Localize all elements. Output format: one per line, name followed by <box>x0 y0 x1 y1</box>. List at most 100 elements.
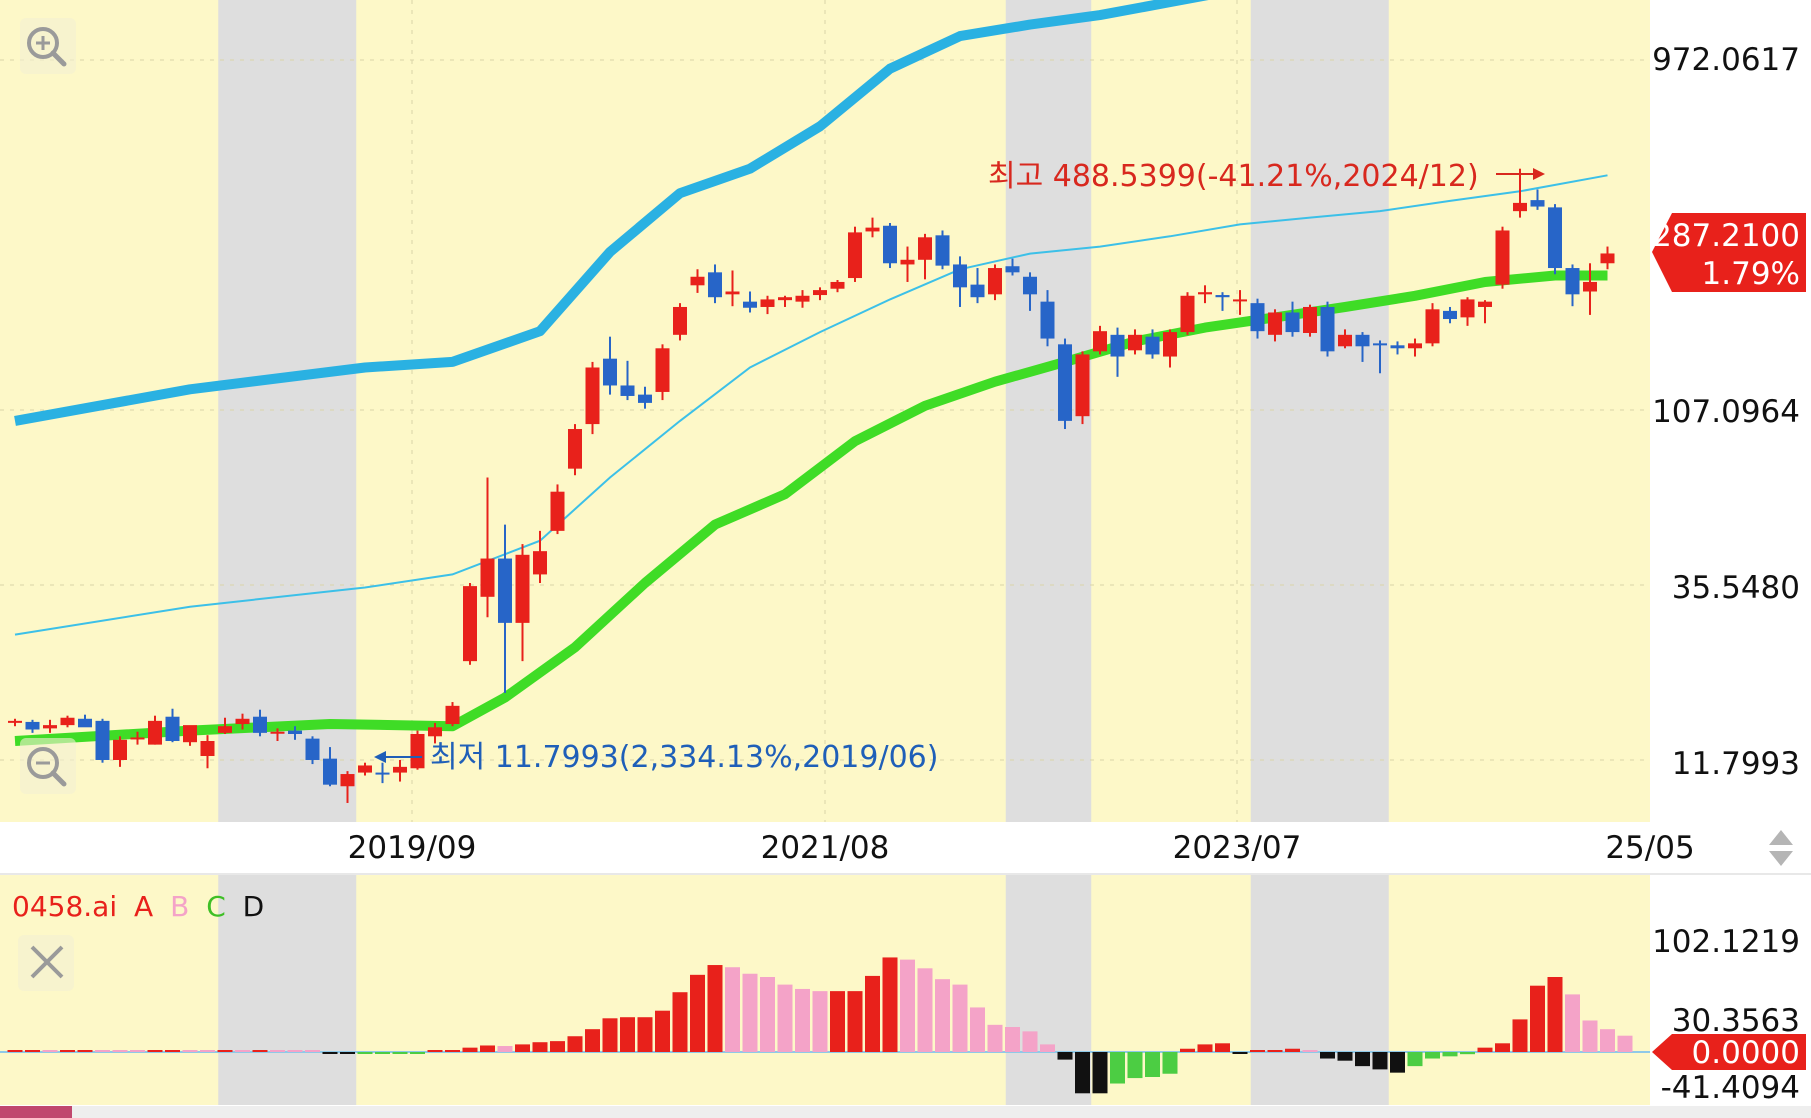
price-y-label: 35.5480 <box>1672 570 1800 606</box>
candle-body <box>25 721 40 730</box>
histogram-bar <box>1022 1031 1038 1052</box>
histogram-bar <box>252 1050 268 1052</box>
histogram-bar <box>690 974 705 1052</box>
histogram-bar <box>1040 1044 1055 1052</box>
candle-body <box>743 301 757 308</box>
candle-body <box>1460 299 1475 318</box>
candle-body <box>690 276 705 286</box>
histogram-bar <box>287 1050 303 1052</box>
scroll-arrows-button[interactable] <box>1756 826 1806 870</box>
candle-body <box>883 225 897 264</box>
candle-body <box>900 259 915 265</box>
candle-body <box>1478 301 1492 307</box>
histogram-bar <box>165 1050 180 1052</box>
candle-body <box>78 718 92 728</box>
histogram-bar <box>935 979 950 1052</box>
close-indicator-button[interactable] <box>18 935 74 991</box>
histogram-bar <box>1320 1052 1335 1059</box>
histogram-bar <box>1075 1052 1090 1094</box>
histogram-bar <box>95 1050 110 1052</box>
candle-body <box>1163 332 1177 357</box>
histogram-bar <box>305 1050 320 1052</box>
candle-body <box>778 297 792 301</box>
histogram-bar <box>760 977 775 1052</box>
candle-body <box>848 232 862 279</box>
histogram-bar <box>970 1007 985 1052</box>
high-arrow-head <box>1533 168 1545 180</box>
candle-body <box>1530 200 1545 207</box>
candle-body <box>113 739 127 760</box>
candle-body <box>1338 334 1352 347</box>
candle-body <box>1443 310 1457 320</box>
candle-body <box>795 295 810 302</box>
histogram-bar <box>725 967 740 1052</box>
histogram-bar <box>1512 1019 1528 1052</box>
histogram-bar <box>1162 1052 1178 1074</box>
histogram-bar <box>917 968 933 1052</box>
low-annotation: 최저 11.7993(2,334.13%,2019/06) <box>430 740 938 775</box>
candle-body <box>340 774 355 787</box>
histogram-bar <box>200 1050 215 1052</box>
candle-body <box>1128 334 1142 351</box>
histogram-bar <box>60 1050 75 1052</box>
histogram-bar <box>1145 1052 1160 1077</box>
candle-body <box>1425 309 1440 344</box>
candle-body <box>725 291 740 295</box>
histogram-bar <box>637 1017 653 1052</box>
high-annotation: 최고 488.5399(-41.21%,2024/12) <box>988 159 1479 194</box>
candle-body <box>43 725 57 729</box>
histogram-bar <box>112 1050 128 1052</box>
histogram-bar <box>707 965 723 1052</box>
candle-body <box>655 348 670 392</box>
x-axis-bar <box>0 822 1811 874</box>
zoom-out-icon <box>27 747 67 787</box>
indicator-y-label: 102.1219 <box>1652 924 1800 960</box>
bottom-bar <box>0 1106 1811 1118</box>
bottom-scroll-thumb[interactable] <box>0 1106 72 1118</box>
histogram-bar <box>1547 977 1563 1052</box>
candle-body <box>988 268 1002 295</box>
histogram-bar <box>795 988 810 1052</box>
candle-body <box>1198 292 1212 295</box>
histogram-bar <box>1267 1050 1283 1052</box>
histogram-bar <box>812 991 828 1052</box>
zoom-in-button[interactable] <box>20 18 76 74</box>
candle-body <box>410 734 425 769</box>
candle-body <box>533 551 547 575</box>
histogram-bar <box>882 957 898 1052</box>
histogram-bar <box>830 991 845 1052</box>
candle-body <box>673 306 687 335</box>
histogram-bar <box>340 1052 355 1054</box>
histogram-bar <box>847 991 863 1052</box>
candle-body <box>445 705 460 725</box>
indicator-value-tag <box>1652 1034 1806 1070</box>
current-price-label: 287.2100 <box>1652 218 1800 254</box>
candle-body <box>1215 295 1230 298</box>
candle-body <box>1408 343 1422 349</box>
candle-body <box>323 758 337 785</box>
shaded-period <box>1250 875 1389 1105</box>
shaded-period <box>218 0 357 822</box>
candle-body <box>1110 334 1125 357</box>
candle-body <box>1285 312 1300 333</box>
candle-body <box>1495 230 1510 285</box>
histogram-bar <box>1600 1029 1615 1052</box>
histogram-bars <box>7 957 1633 1094</box>
candle-body <box>550 491 565 531</box>
candle-body <box>620 385 635 396</box>
candle-body <box>1058 344 1072 421</box>
histogram-bar <box>130 1050 145 1052</box>
candle-body <box>515 554 530 623</box>
histogram-bar <box>25 1050 40 1052</box>
scroll-arrows-icon <box>1769 830 1793 866</box>
zoom-out-button[interactable] <box>20 738 76 794</box>
change-pct-label: 1.79% <box>1702 256 1800 292</box>
indicator-shaded-periods <box>218 875 1389 1105</box>
x-axis-label: 2019/09 <box>348 830 477 866</box>
histogram-bar <box>1460 1052 1475 1055</box>
price-y-label: 11.7993 <box>1672 746 1800 782</box>
histogram-bar <box>1232 1052 1248 1054</box>
histogram-bar <box>1127 1052 1143 1079</box>
histogram-bar <box>620 1017 635 1052</box>
price-y-label: 107.0964 <box>1652 394 1800 430</box>
